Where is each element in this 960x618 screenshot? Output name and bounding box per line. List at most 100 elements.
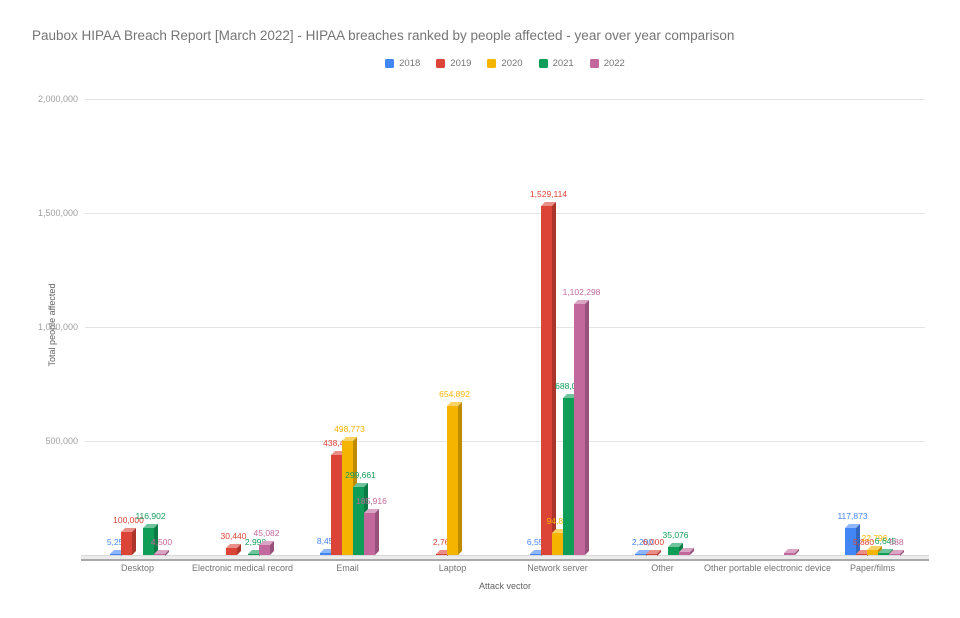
bar-2019-paper-films[interactable] <box>856 549 871 555</box>
bar-front-face <box>867 549 878 555</box>
bar-2022-other[interactable] <box>679 548 694 555</box>
legend-swatch-icon <box>436 59 446 68</box>
bar-2021-paper-films[interactable] <box>878 549 893 555</box>
legend-item-2021[interactable]: 2021 <box>538 58 574 69</box>
bar-value-label: 688,037 <box>555 381 586 392</box>
y-axis-tick-label: 1,500,000 <box>37 208 78 218</box>
bar-front-face <box>364 512 375 555</box>
bar-front-face <box>143 528 154 555</box>
bar-front-face <box>320 553 331 555</box>
bar-2019-electronic-medical-record[interactable] <box>226 544 241 555</box>
bar-side-face <box>237 544 241 555</box>
x-axis-category-label: Other <box>651 563 674 573</box>
bar-side-face <box>585 299 589 555</box>
bar-2018-email[interactable] <box>320 549 335 555</box>
bar-value-label: 299,661 <box>345 469 376 480</box>
bar-2021-network-server[interactable] <box>563 394 578 555</box>
bar-value-label: 498,773 <box>334 424 365 435</box>
x-axis-category-label: Network server <box>527 563 588 573</box>
bar-2019-desktop[interactable] <box>121 528 136 555</box>
y-axis-tick-label: 1,000,000 <box>37 322 78 332</box>
bar-front-face <box>563 398 574 555</box>
bar-2020-network-server[interactable] <box>552 529 567 555</box>
legend-item-label: 2021 <box>552 58 574 69</box>
bar-value-label: 2,763 <box>432 536 455 547</box>
bar-front-face <box>845 528 856 555</box>
bar-side-face <box>270 540 274 555</box>
bar-side-face <box>552 202 556 555</box>
bar-value-label: 4,500 <box>150 536 173 547</box>
x-axis-baseline <box>81 559 929 561</box>
bar-side-face <box>132 528 136 555</box>
bar-front-face <box>552 533 563 555</box>
bar-2022-email[interactable] <box>364 508 379 555</box>
bar-front-face <box>878 553 889 555</box>
bar-2022-other-portable-electronic-device[interactable] <box>784 548 799 555</box>
gridline <box>85 213 925 214</box>
bar-2022-network-server[interactable] <box>574 299 589 555</box>
bar-front-face <box>436 553 447 555</box>
bar-2018-paper-films[interactable] <box>845 524 860 555</box>
bar-value-label: 6,645 <box>874 536 897 547</box>
bar-front-face <box>259 544 270 555</box>
legend-item-label: 2018 <box>399 58 421 69</box>
bar-2018-desktop[interactable] <box>110 549 125 555</box>
bar-side-face <box>458 401 462 555</box>
bar-2019-other[interactable] <box>646 549 661 555</box>
legend-swatch-icon <box>538 59 548 68</box>
bar-side-face <box>375 508 379 555</box>
x-axis-category-label: Electronic medical record <box>191 563 294 573</box>
bar-2021-email[interactable] <box>353 482 368 555</box>
legend-item-2018[interactable]: 2018 <box>385 58 420 69</box>
bar-value-label: 2,998 <box>244 536 267 547</box>
bar-front-face <box>679 552 690 555</box>
legend-item-2022[interactable]: 2022 <box>589 58 625 69</box>
bar-front-face <box>856 553 867 555</box>
bar-value-label: 1,529,114 <box>529 189 568 200</box>
bar-value-label: 35,076 <box>662 530 689 540</box>
bar-2021-electronic-medical-record[interactable] <box>248 549 263 555</box>
legend-swatch-icon <box>487 59 497 68</box>
bar-2018-other[interactable] <box>635 549 650 555</box>
bar-value-label: 30,440 <box>220 531 247 542</box>
bar-2019-network-server[interactable] <box>541 202 556 555</box>
bar-value-label: 6,550 <box>526 536 549 547</box>
x-axis-category-label: Other portable electronic device <box>703 563 832 573</box>
bar-value-label: 654,892 <box>439 388 470 399</box>
x-axis-category-label: Email <box>336 563 359 573</box>
bar-value-label: 8,451 <box>316 536 339 547</box>
bar-2018-network-server[interactable] <box>530 549 545 555</box>
bar-2019-email[interactable] <box>331 451 346 555</box>
bar-value-label: 185,916 <box>356 495 387 506</box>
chart-title: Paubox HIPAA Breach Report [March 2022] … <box>32 28 735 43</box>
legend-item-2020[interactable]: 2020 <box>487 58 523 69</box>
bar-2022-desktop[interactable] <box>154 549 169 555</box>
bar-front-face <box>353 486 364 555</box>
legend-item-label: 2022 <box>603 58 625 69</box>
bar-2022-electronic-medical-record[interactable] <box>259 540 274 555</box>
legend-swatch-icon <box>589 59 599 68</box>
bar-front-face <box>248 553 259 555</box>
gridline <box>85 99 925 100</box>
bar-value-label: 117,873 <box>837 511 868 522</box>
bar-2020-paper-films[interactable] <box>867 545 882 555</box>
legend-item-label: 2020 <box>501 58 523 69</box>
bar-2022-paper-films[interactable] <box>889 549 904 555</box>
bar-2021-desktop[interactable] <box>143 524 158 555</box>
bar-front-face <box>121 532 132 555</box>
bar-front-face <box>889 553 900 555</box>
legend-item-label: 2019 <box>450 58 472 69</box>
legend: 2018 2019 2020 2021 2022 <box>85 58 925 69</box>
bar-2020-email[interactable] <box>342 437 357 555</box>
bar-value-label: 588 <box>889 536 904 547</box>
bar-value-label: 438,421 <box>323 438 354 449</box>
gridline <box>85 441 925 442</box>
bar-2019-laptop[interactable] <box>436 549 451 555</box>
bar-2020-laptop[interactable] <box>447 401 462 555</box>
bar-value-label: 45,082 <box>253 527 280 538</box>
bar-2021-other[interactable] <box>668 543 683 555</box>
legend-swatch-icon <box>385 59 395 68</box>
bar-value-label: 6,000 <box>642 536 665 547</box>
legend-item-2019[interactable]: 2019 <box>436 58 471 69</box>
